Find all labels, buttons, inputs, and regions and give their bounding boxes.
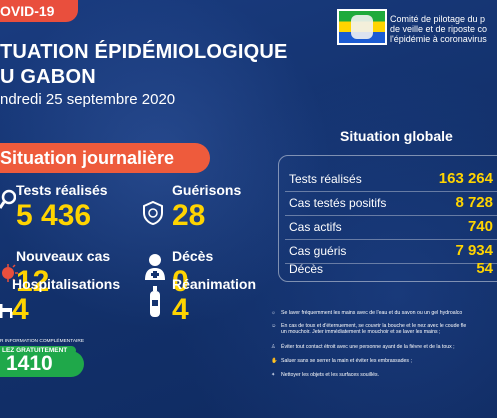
advice-text: Nettoyer les objets et les surfaces soui… <box>281 372 380 378</box>
global-situation-title: Situation globale <box>340 128 453 144</box>
row-divider <box>285 263 497 264</box>
committee-line-1: Comité de pilotage du p <box>390 14 486 24</box>
row-label: Cas testés positifs <box>289 196 387 210</box>
advice-item: ☺ En cas de toux et d'éternuement, se cou… <box>271 323 466 329</box>
row-label: Cas guéris <box>289 244 347 258</box>
advice-text: Saluer sans se serrer la main et éviter … <box>281 358 412 364</box>
covid-tag: OVID-19 <box>0 0 78 22</box>
table-row: Décès 54 <box>279 258 497 282</box>
table-row: Tests réalisés 163 264 <box>279 168 497 192</box>
advice-text: En cas de toux et d'éternuement, se couv… <box>281 323 467 329</box>
report-date: ndredi 25 septembre 2020 <box>0 91 176 108</box>
hospitalisations-value: 4 <box>12 293 29 326</box>
row-value: 54 <box>476 260 493 277</box>
free-call-banner: LEZ GRATUITEMENT <box>0 346 76 355</box>
committee-line-2: de veille et de riposte co <box>390 24 488 34</box>
cough-icon: ☺ <box>271 323 277 329</box>
tests-value: 5 436 <box>16 199 92 232</box>
row-divider <box>285 191 497 192</box>
advice-text: un mouchoir. Jeter immédiatement le mouc… <box>281 329 441 335</box>
title-line-1: TUATION ÉPIDÉMIOLOGIQUE <box>0 41 288 63</box>
row-divider <box>285 239 497 240</box>
virus-icon <box>2 264 18 282</box>
row-value: 740 <box>467 218 493 235</box>
row-label: Tests réalisés <box>289 172 362 186</box>
title-line-2: U GABON <box>0 66 96 88</box>
recoveries-value: 28 <box>172 199 206 232</box>
icu-value: 4 <box>172 293 189 326</box>
person-icon <box>145 254 165 280</box>
icu-label: Réanimation <box>172 276 257 292</box>
row-value: 8 728 <box>455 194 493 211</box>
advice-item: ✋ Saluer sans se serrer la main et éviter… <box>271 358 412 364</box>
committee-name: Comité de pilotage du p de veille et de … <box>390 14 487 44</box>
hand-wash-icon: ☼ <box>271 310 276 316</box>
oxygen-tank-icon <box>150 286 160 317</box>
advice-text: Se laver fréquemment les mains avec de l… <box>281 310 463 316</box>
tests-label: Tests réalisés <box>16 182 108 198</box>
committee-line-3: l'épidémie à coronavirus <box>390 34 487 44</box>
row-value: 163 264 <box>438 170 493 187</box>
recoveries-label: Guérisons <box>172 182 242 198</box>
magnifier-icon <box>0 189 16 209</box>
table-row: Cas guéris 7 934 <box>279 240 497 264</box>
gabon-flag-icon <box>337 9 387 45</box>
advice-item: ♙ Éviter tout contact étroit avec une per… <box>271 344 455 350</box>
row-value: 7 934 <box>455 242 493 259</box>
no-handshake-icon: ✋ <box>271 358 278 364</box>
coat-of-arms-icon <box>351 15 373 39</box>
advice-item: ✦ Nettoyer les objets et les surfaces sou… <box>271 372 379 378</box>
global-situation-table: Tests réalisés 163 264 Cas testés positi… <box>278 155 497 282</box>
deaths-value: 0 <box>172 265 189 298</box>
new-cases-value: 12 <box>16 265 50 298</box>
row-divider <box>285 215 497 216</box>
shield-virus-icon <box>143 200 163 226</box>
table-row: Cas testés positifs 8 728 <box>279 192 497 216</box>
row-label: Cas actifs <box>289 220 342 234</box>
deaths-label: Décès <box>172 248 214 264</box>
daily-situation-banner: Situation journalière <box>0 143 210 173</box>
info-caption: R INFORMATION COMPLÉMENTAIRE <box>0 339 85 344</box>
hospital-bed-icon <box>0 304 13 318</box>
advice-text: Éviter tout contact étroit avec une pers… <box>281 344 455 350</box>
advice-item: ☼ Se laver fréquemment les mains avec de … <box>271 310 462 316</box>
row-label: Décès <box>289 262 324 276</box>
new-cases-label: Nouveaux cas <box>16 248 111 264</box>
distance-icon: ♙ <box>271 344 276 350</box>
cleaning-icon: ✦ <box>271 372 276 378</box>
page-title: TUATION ÉPIDÉMIOLOGIQUE U GABON <box>0 40 288 90</box>
phone-number[interactable]: 1410 <box>0 351 84 377</box>
table-row: Cas actifs 740 <box>279 216 497 240</box>
hospitalisations-label: Hospitalisations <box>12 276 121 292</box>
